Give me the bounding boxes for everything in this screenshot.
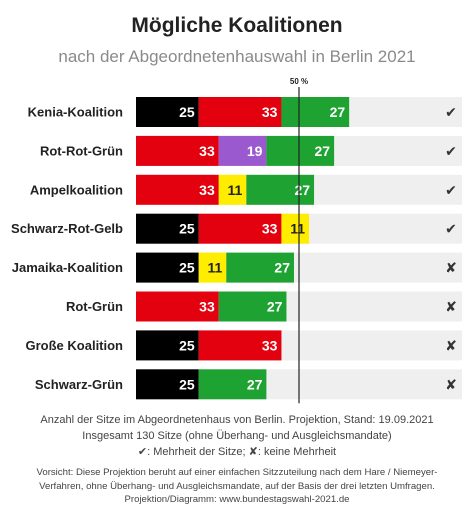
- row-2-label: Rot-Rot-Grün: [40, 143, 123, 158]
- row-3-bar-spd: [136, 174, 219, 205]
- row-1-value-spd: 33: [262, 104, 278, 120]
- row-4-bar-spd: [198, 213, 282, 244]
- note-line-1: Vorsicht: Diese Projektion beruht auf ei…: [36, 467, 438, 478]
- row-7-value-cdu: 25: [179, 337, 195, 353]
- row-1-bar-gruene: [281, 97, 350, 127]
- row-6-cross-icon: ✘: [445, 300, 457, 316]
- row-8-bar-gruene: [198, 369, 267, 400]
- coalition-bar-chart: Kenia-Koalition 25 33 27 ✔ Rot-Rot-Grün 33 19 27…: [11, 77, 462, 404]
- row-6-value-gruene: 27: [267, 299, 283, 315]
- row-5-value-cdu: 25: [179, 260, 195, 276]
- row-1-check-icon: ✔: [445, 105, 457, 121]
- row-2-bar-linke: [218, 135, 267, 166]
- row-6-bar-gruene: [218, 291, 287, 322]
- row-3-check-icon: ✔: [445, 183, 457, 199]
- row-4-label: Schwarz-Rot-Gelb: [11, 221, 123, 236]
- row-8-value-gruene: 27: [247, 376, 263, 392]
- footer-source: Anzahl der Sitze im Abgeordnetenhaus von…: [40, 414, 434, 426]
- chart-subtitle: nach der Abgeordnetenhauswahl in Berlin …: [58, 47, 416, 66]
- row-4-bar-cdu: [136, 213, 199, 244]
- row-5-label: Jamaika-Koalition: [12, 260, 123, 275]
- chart-title: Mögliche Koalitionen: [131, 14, 343, 37]
- row-5-bar-gruene: [226, 252, 294, 283]
- row-5-value-fdp: 11: [207, 260, 222, 276]
- row-4-value-cdu: 25: [179, 221, 195, 237]
- row-7-value-spd: 33: [262, 337, 278, 353]
- row-7-bar-cdu: [136, 330, 199, 361]
- row-3-value-spd: 33: [199, 182, 215, 198]
- row-3-bar-gruene: [246, 174, 315, 205]
- note-line-3: Projektion/Diagramm: www.bundestagswahl-…: [124, 494, 350, 505]
- row-3-bar-fdp: [218, 174, 247, 205]
- footer-legend: ✔: Mehrheit der Sitze; ✘: keine Mehrheit: [137, 446, 337, 458]
- row-7-label: Große Koalition: [26, 338, 124, 353]
- row-2-value-linke: 19: [247, 143, 263, 159]
- row-4-value-spd: 33: [262, 221, 278, 237]
- row-7-cross-icon: ✘: [445, 338, 457, 354]
- majority-reference-label: 50 %: [290, 77, 308, 86]
- row-4-check-icon: ✔: [445, 222, 457, 238]
- row-2-bar-gruene: [266, 135, 335, 166]
- row-5-bar-fdp: [198, 252, 227, 283]
- row-6-label: Rot-Grün: [66, 299, 123, 314]
- row-2-value-spd: 33: [199, 143, 215, 159]
- row-3-value-gruene: 27: [294, 182, 310, 198]
- row-6-bar-spd: [136, 291, 219, 322]
- row-8-value-cdu: 25: [179, 376, 195, 392]
- row-3-label: Ampelkoalition: [30, 182, 123, 197]
- row-1-value-cdu: 25: [179, 104, 195, 120]
- row-2-bar-spd: [136, 135, 219, 166]
- row-5-value-gruene: 27: [274, 260, 290, 276]
- row-2-check-icon: ✔: [445, 144, 457, 160]
- row-8-label: Schwarz-Grün: [35, 377, 123, 392]
- row-8-bar-cdu: [136, 369, 199, 400]
- row-1-label: Kenia-Koalition: [28, 105, 123, 120]
- row-6-value-spd: 33: [199, 299, 215, 315]
- row-4-value-fdp: 11: [290, 221, 305, 237]
- row-2-value-gruene: 27: [315, 143, 331, 159]
- disclaimer-note: Vorsicht: Diese Projektion beruht auf ei…: [4, 466, 470, 507]
- row-8-cross-icon: ✘: [445, 377, 457, 393]
- row-3-value-fdp: 11: [228, 182, 243, 198]
- chart-footer: Anzahl der Sitze im Abgeordnetenhaus von…: [4, 412, 470, 460]
- row-1-bar-cdu: [136, 97, 199, 127]
- note-line-2: Verfahren, ohne Überhang- und Ausgleichs…: [39, 480, 435, 492]
- row-5-bar-cdu: [136, 252, 199, 283]
- row-4-bar-fdp: [281, 213, 310, 244]
- row-5-cross-icon: ✘: [445, 261, 457, 277]
- row-1-bar-spd: [198, 97, 282, 127]
- row-7-bar-spd: [198, 330, 282, 361]
- row-1-value-gruene: 27: [330, 104, 346, 120]
- footer-total: Insgesamt 130 Sitze (ohne Überhang- und …: [82, 430, 392, 442]
